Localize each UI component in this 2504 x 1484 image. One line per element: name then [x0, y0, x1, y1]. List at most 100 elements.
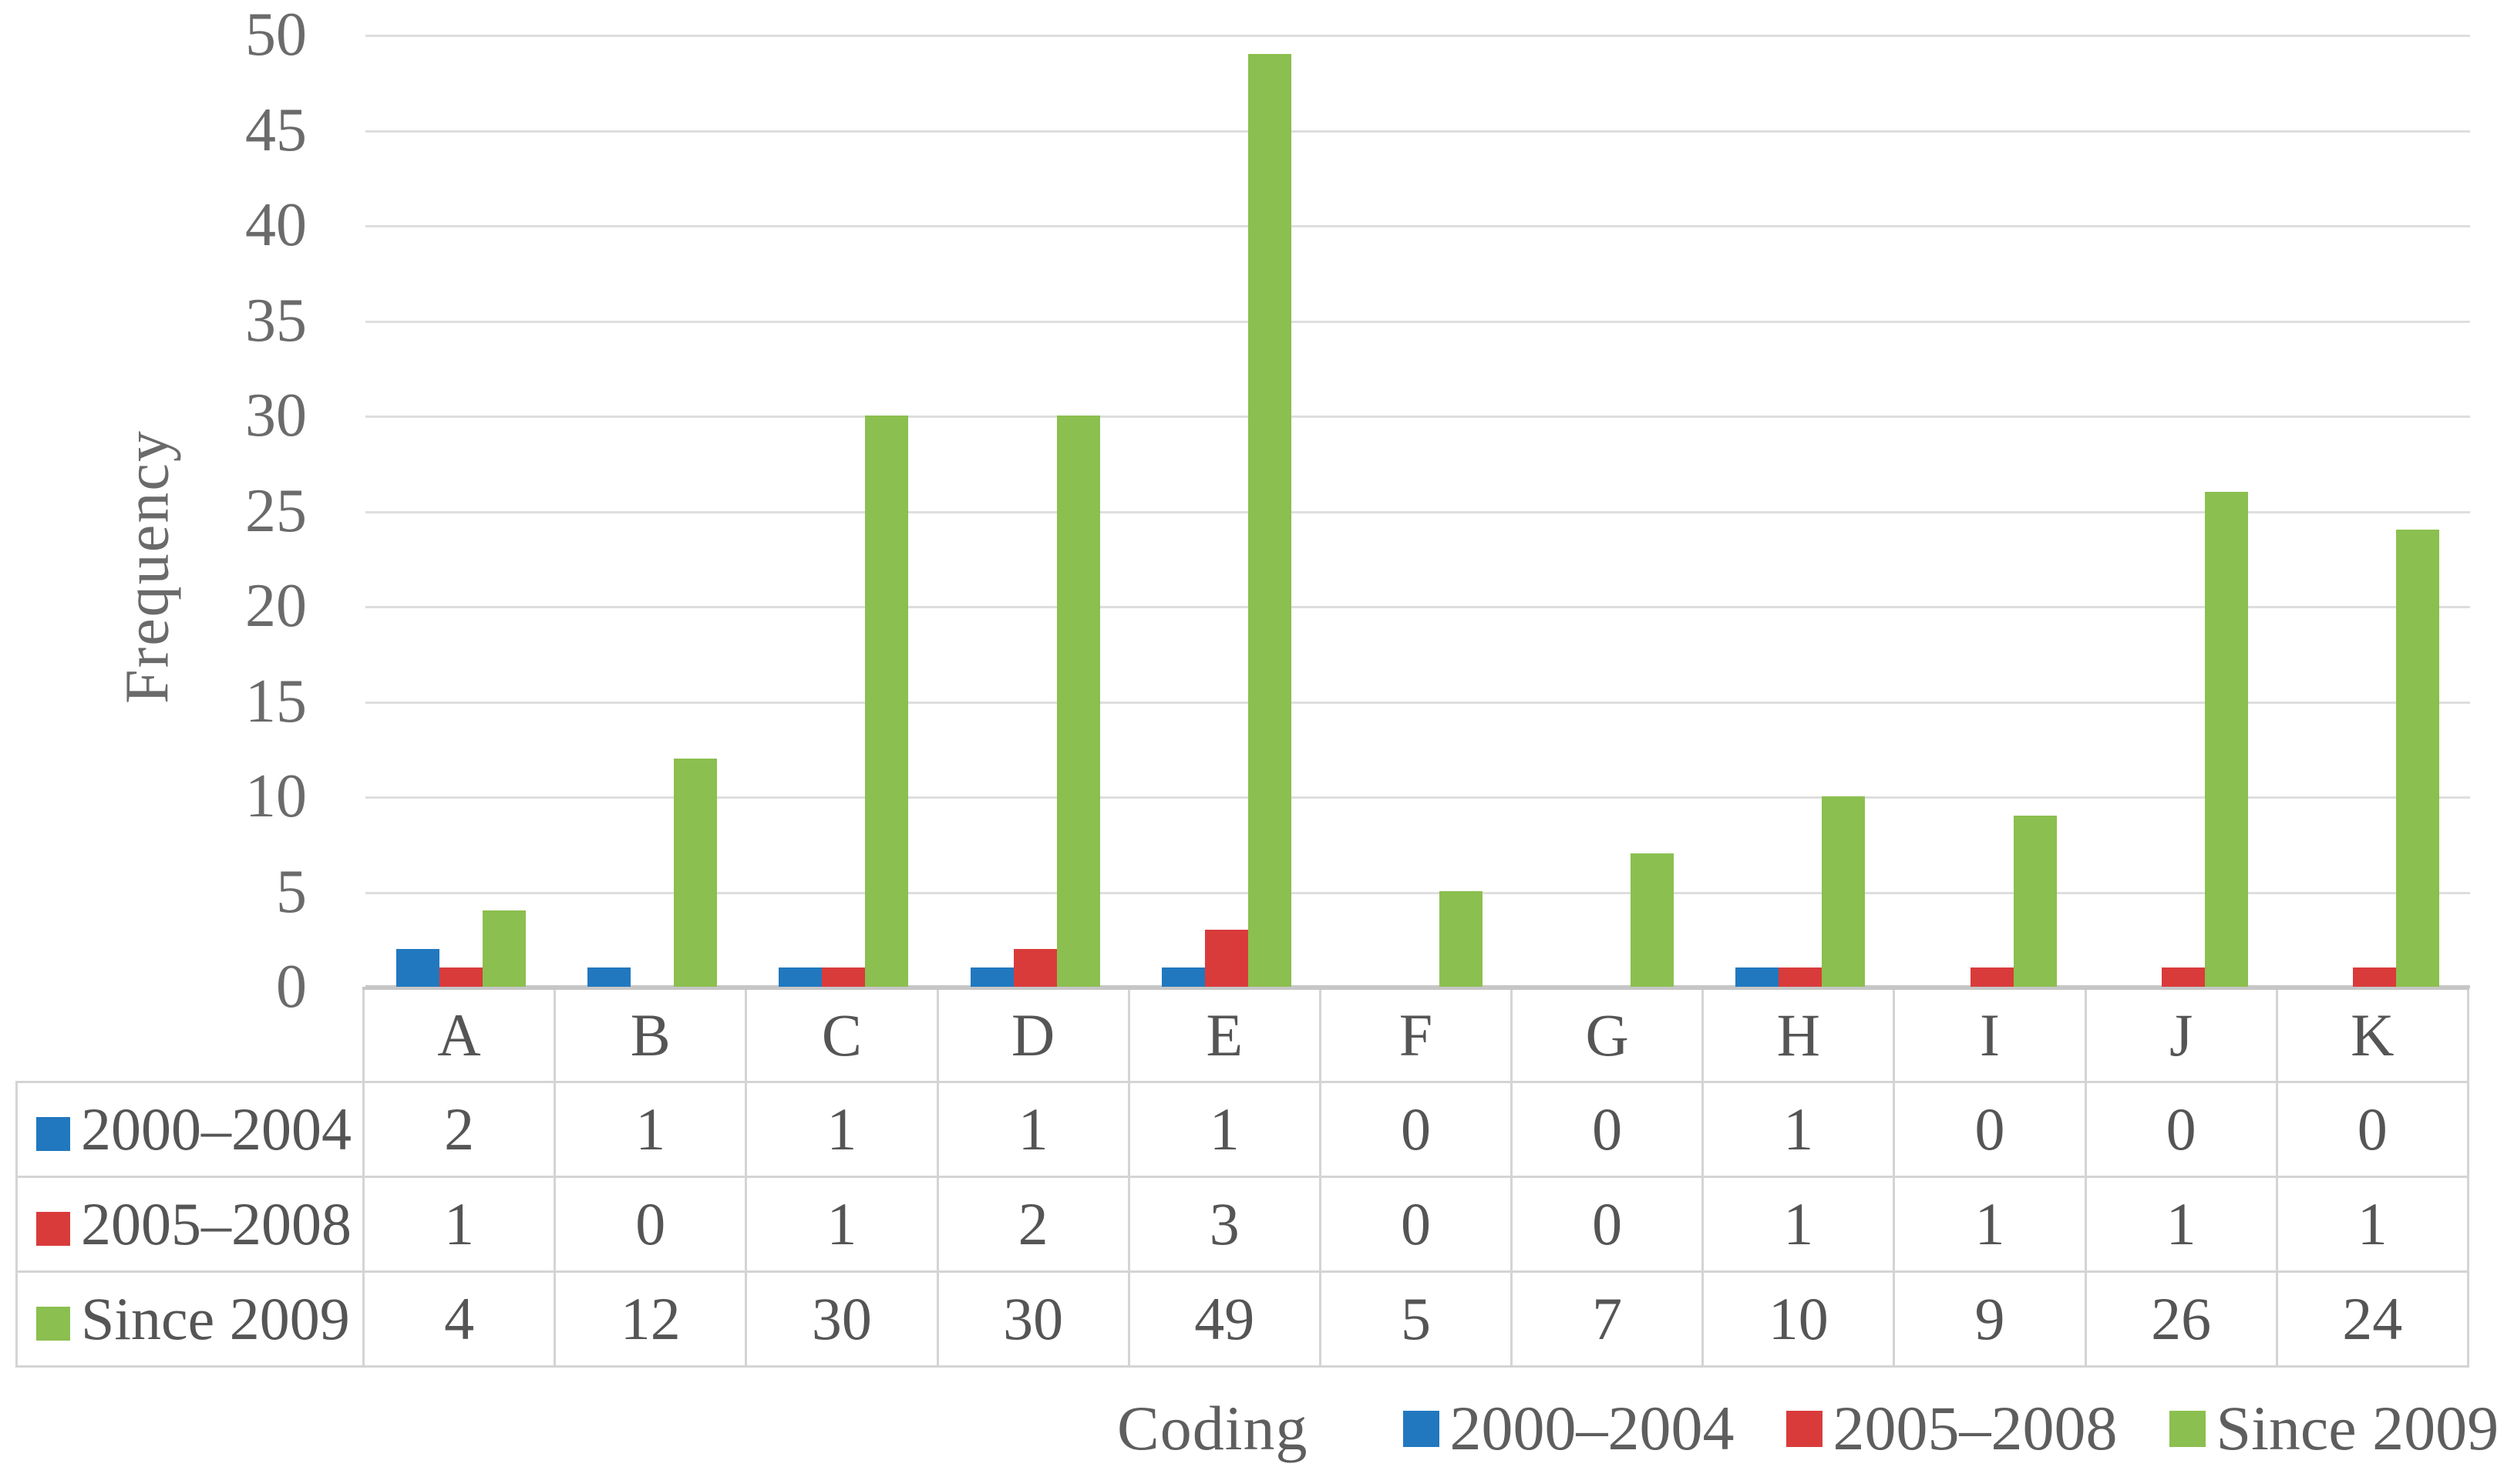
table-cell: 9 — [1893, 1270, 2087, 1368]
gridline — [365, 796, 2470, 799]
table-category-header: B — [554, 987, 748, 1083]
table-cell: 7 — [1510, 1270, 1705, 1368]
table-category-header: H — [1701, 987, 1896, 1083]
table-series-label: Since 2009 — [15, 1270, 365, 1368]
x-axis-title: Coding — [1117, 1393, 1308, 1463]
legend: 2000–2004 2005–2008 Since 2009 — [1403, 1392, 2499, 1465]
table-category-header: G — [1510, 987, 1705, 1083]
table-cell: 1 — [1701, 1176, 1896, 1273]
legend-label: Since 2009 — [2216, 1393, 2499, 1463]
bar-F-s2 — [1439, 891, 1483, 987]
gridline — [365, 35, 2470, 37]
legend-swatch-icon — [1403, 1410, 1440, 1447]
series-swatch-icon — [36, 1212, 70, 1246]
y-tick-label: 40 — [245, 191, 307, 259]
table-row: 2000–2004 2 1 1 1 1 0 0 1 0 0 0 — [15, 1081, 2469, 1178]
legend-label: 2005–2008 — [1833, 1393, 2118, 1463]
table-cell: 1 — [554, 1081, 748, 1178]
table-category-header: D — [936, 987, 1130, 1083]
gridline — [365, 225, 2470, 227]
table-series-label: 2000–2004 — [15, 1081, 365, 1178]
bar-I-s2 — [2014, 816, 2057, 987]
table-category-header: K — [2275, 987, 2469, 1083]
bar-A-s2 — [483, 910, 526, 987]
bar-E-s2 — [1248, 54, 1291, 987]
bar-G-s2 — [1631, 853, 1674, 987]
legend-item: 2005–2008 — [1786, 1392, 2117, 1465]
table-category-header: J — [2084, 987, 2278, 1083]
bar-J-s1 — [2162, 967, 2205, 987]
bar-H-s2 — [1822, 796, 1865, 987]
series-swatch-icon — [36, 1117, 70, 1151]
gridline — [365, 702, 2470, 704]
bar-E-s0 — [1162, 967, 1205, 987]
bottom-axis-row: Coding 2000–2004 2005–2008 Since 2009 — [1117, 1392, 2499, 1465]
table-cell: 1 — [1701, 1081, 1896, 1178]
table-cell: 1 — [1127, 1081, 1321, 1178]
y-tick-label: 30 — [245, 382, 307, 449]
gridline — [365, 321, 2470, 323]
y-tick-label: 20 — [245, 572, 307, 640]
table-cell: 1 — [1893, 1176, 2087, 1273]
y-tick-label: 35 — [245, 287, 307, 355]
bar-A-s0 — [396, 949, 439, 987]
y-tick-label: 50 — [245, 1, 307, 69]
bar-C-s1 — [822, 967, 865, 987]
table-cell: 49 — [1127, 1270, 1321, 1368]
bar-H-s1 — [1779, 967, 1822, 987]
bar-K-s1 — [2353, 967, 2396, 987]
table-cell: 1 — [362, 1176, 557, 1273]
x-axis-line — [365, 985, 2470, 988]
bar-D-s0 — [971, 967, 1014, 987]
table-cell: 2 — [362, 1081, 557, 1178]
bar-H-s0 — [1735, 967, 1779, 987]
table-cell: 24 — [2275, 1270, 2469, 1368]
table-cell: 12 — [554, 1270, 748, 1368]
bar-K-s2 — [2396, 530, 2439, 987]
table-cell: 0 — [2275, 1081, 2469, 1178]
table-cell: 0 — [1510, 1176, 1705, 1273]
bar-E-s1 — [1205, 930, 1248, 987]
bar-J-s2 — [2205, 492, 2248, 987]
legend-item: Since 2009 — [2169, 1392, 2499, 1465]
table-category-header: C — [745, 987, 939, 1083]
table-category-header: A — [362, 987, 557, 1083]
table-cell: 0 — [1893, 1081, 2087, 1178]
table-cell: 0 — [554, 1176, 748, 1273]
table-cell: 0 — [1318, 1081, 1513, 1178]
y-tick-label: 25 — [245, 477, 307, 545]
gridline — [365, 416, 2470, 418]
y-tick-label: 45 — [245, 96, 307, 164]
table-cell: 0 — [1318, 1176, 1513, 1273]
table-category-header: F — [1318, 987, 1513, 1083]
table-cell: 1 — [2084, 1176, 2278, 1273]
y-axis-title: Frequency — [113, 429, 182, 704]
table-series-label: 2005–2008 — [15, 1176, 365, 1273]
table-cell: 1 — [745, 1176, 939, 1273]
bar-A-s1 — [439, 967, 483, 987]
table-cell: 26 — [2084, 1270, 2278, 1368]
table-cell: 2 — [936, 1176, 1130, 1273]
gridline — [365, 130, 2470, 133]
bar-I-s1 — [1971, 967, 2014, 987]
legend-label: 2000–2004 — [1449, 1393, 1735, 1463]
table-row: Since 2009 4 12 30 30 49 5 7 10 9 26 24 — [15, 1270, 2469, 1368]
legend-item: 2000–2004 — [1403, 1392, 1734, 1465]
bar-C-s0 — [779, 967, 822, 987]
bar-B-s2 — [674, 759, 717, 987]
gridline — [365, 511, 2470, 513]
table-cell: 30 — [745, 1270, 939, 1368]
y-tick-label: 5 — [276, 858, 307, 926]
legend-swatch-icon — [1786, 1410, 1823, 1447]
y-tick-label: 15 — [245, 668, 307, 735]
bar-D-s2 — [1057, 416, 1100, 987]
table-corner-cell — [17, 988, 364, 1082]
table-category-header: I — [1893, 987, 2087, 1083]
table-row: 2005–2008 1 0 1 2 3 0 0 1 1 1 1 — [15, 1176, 2469, 1273]
table-cell: 4 — [362, 1270, 557, 1368]
gridline — [365, 892, 2470, 894]
bar-D-s1 — [1014, 949, 1057, 987]
table-cell: 1 — [2275, 1176, 2469, 1273]
table-cell: 0 — [2084, 1081, 2278, 1178]
gridline — [365, 606, 2470, 608]
